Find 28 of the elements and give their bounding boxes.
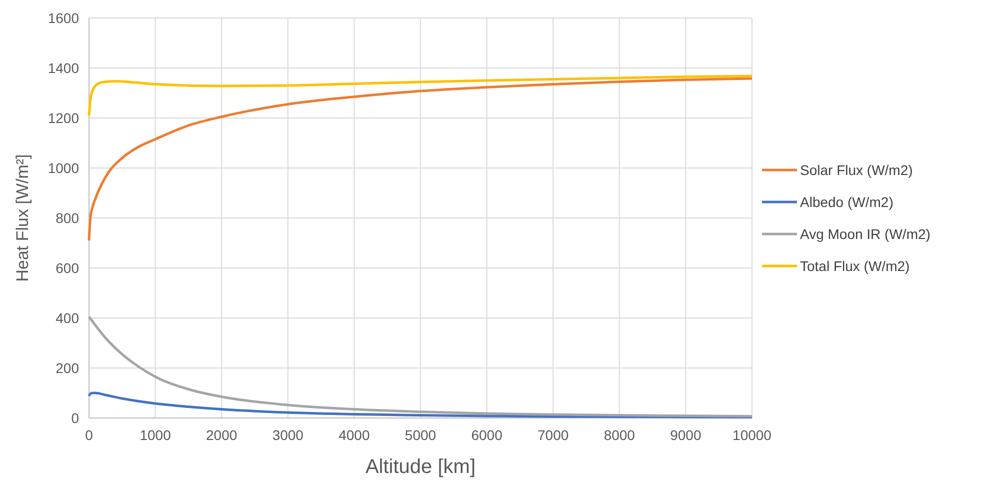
x-tick-label: 9000 [670, 427, 702, 443]
line-series [88, 74, 754, 117]
y-tick-label: 200 [56, 360, 80, 376]
y-tick-label: 600 [56, 260, 80, 276]
x-tick-label: 3000 [272, 427, 304, 443]
y-tick-label: 1000 [48, 160, 80, 176]
y-tick-label: 0 [71, 410, 80, 426]
x-tick-label: 7000 [538, 427, 569, 443]
y-tick-label: 400 [56, 310, 80, 326]
y-tick-label: 1600 [48, 10, 80, 26]
x-tick-label: 10000 [732, 427, 772, 443]
x-tick-label: 1000 [140, 427, 172, 443]
legend-label: Albedo (W/m2) [800, 194, 894, 210]
legend-label: Total Flux (W/m2) [800, 258, 910, 274]
y-axis-title: Heat Flux [W/m²] [13, 154, 32, 282]
legend-label: Avg Moon IR (W/m2) [800, 226, 930, 242]
legend-label: Solar Flux (W/m2) [800, 162, 913, 178]
x-tick-label: 5000 [404, 427, 436, 443]
x-axis-title: Altitude [km] [365, 456, 476, 478]
line-series [88, 77, 754, 242]
x-tick-label: 6000 [471, 427, 503, 443]
x-tick-label: 8000 [604, 427, 636, 443]
x-tick-label: 4000 [338, 427, 370, 443]
y-tick-label: 1400 [48, 60, 80, 76]
x-tick-label: 2000 [206, 427, 238, 443]
x-tick-label: 0 [85, 427, 94, 443]
y-tick-label: 800 [56, 210, 80, 226]
y-tick-label: 1200 [48, 110, 80, 126]
